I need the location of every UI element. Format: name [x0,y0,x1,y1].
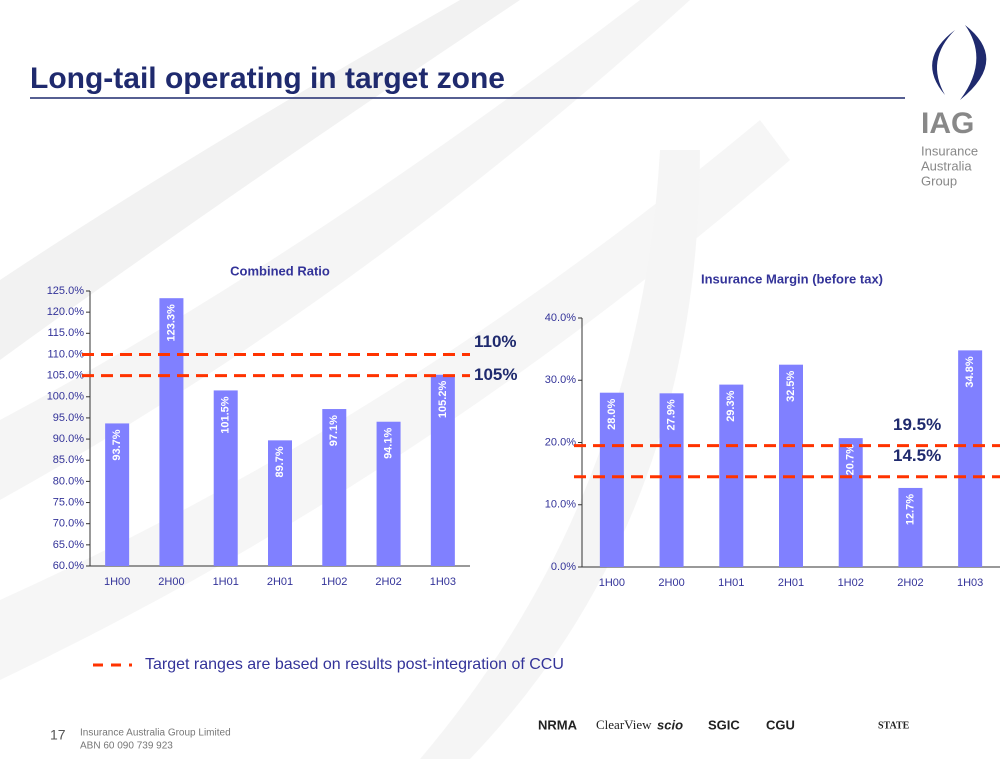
value-label: 27.9% [665,399,677,430]
logo-name: IAG [921,107,974,140]
value-label: 34.8% [964,356,976,387]
bar [105,423,130,566]
logo-line: Insurance [921,143,978,158]
y-tick-label: 120.0% [47,306,85,318]
x-tick-label: 2H02 [897,577,923,589]
target-label: 110% [474,332,517,351]
value-label: 93.7% [111,429,123,460]
target-label: 14.5% [893,446,941,465]
footer-company: Insurance Australia Group Limited [80,728,231,739]
y-tick-label: 110.0% [48,348,85,360]
value-label: 12.7% [904,494,916,525]
target-label: 105% [474,365,517,384]
y-tick-label: 65.0% [53,539,84,551]
x-tick-label: 2H02 [375,576,401,588]
y-tick-label: 125.0% [47,285,85,297]
chart-title: Combined Ratio [230,263,330,278]
bar [430,374,455,566]
logo-line: Australia [921,158,972,173]
x-tick-label: 2H01 [778,577,804,589]
x-tick-label: 1H02 [838,577,864,589]
bar [213,390,238,566]
value-label: 20.7% [845,444,857,475]
value-label: 101.5% [220,396,232,434]
y-tick-label: 70.0% [53,518,84,530]
brand: ClearView [596,717,652,732]
y-tick-label: 20.0% [545,436,576,448]
x-tick-label: 1H00 [104,576,130,588]
target-label: 19.5% [893,415,941,434]
x-tick-label: 1H00 [599,577,625,589]
page-number: 17 [50,727,66,743]
y-tick-label: 95.0% [53,412,84,424]
bar [779,364,803,567]
value-label: 29.3% [725,390,737,421]
x-tick-label: 2H00 [658,577,684,589]
bar [268,440,292,566]
chart-title: Insurance Margin (before tax) [701,271,883,286]
footer-abn: ABN 60 090 739 923 [80,741,173,752]
bar [958,350,983,567]
value-label: 105.2% [437,381,449,419]
x-tick-label: 1H01 [718,577,744,589]
bar [376,421,401,566]
y-tick-label: 60.0% [53,560,84,572]
brand: scio [657,717,683,732]
bar [322,409,347,566]
value-label: 123.3% [165,304,177,342]
note: Target ranges are based on results post-… [145,656,564,673]
y-tick-label: 0.0% [551,561,576,573]
bar [898,487,923,567]
value-label: 28.0% [606,398,618,429]
y-tick-label: 90.0% [53,433,84,445]
y-tick-label: 115.0% [48,327,85,339]
value-label: 32.5% [785,370,797,401]
bar [838,438,863,567]
x-tick-label: 1H03 [430,576,456,588]
y-tick-label: 30.0% [545,374,576,386]
y-tick-label: 75.0% [53,496,84,508]
y-tick-label: 40.0% [545,312,576,324]
brand: SGIC [708,717,740,732]
slide-title: Long-tail operating in target zone [30,62,505,95]
brand: NRMA [538,717,578,732]
x-tick-label: 2H01 [267,576,293,588]
x-tick-label: 1H01 [213,576,239,588]
logo-line: Group [921,173,957,188]
charts: Combined Ratio 60.0% 65.0% 70.0% 75.0% 80.0% 8… [47,263,1000,589]
bar [599,392,624,567]
logo: IAG Insurance Australia Group [921,25,987,188]
brand: CGU [766,717,795,732]
y-tick-label: 100.0% [47,391,85,403]
y-tick-label: 80.0% [53,475,84,487]
y-tick-label: 85.0% [53,454,84,466]
x-tick-label: 1H03 [957,577,983,589]
bar [159,298,184,566]
value-label: 89.7% [274,446,286,477]
bar [659,393,684,567]
y-tick-label: 10.0% [545,499,576,511]
value-label: 94.1% [382,428,394,459]
x-tick-label: 1H02 [321,576,347,588]
value-label: 97.1% [328,415,340,446]
y-tick-label: 105.0% [47,370,85,382]
brand: STATE [878,720,910,731]
x-tick-label: 2H00 [158,576,184,588]
